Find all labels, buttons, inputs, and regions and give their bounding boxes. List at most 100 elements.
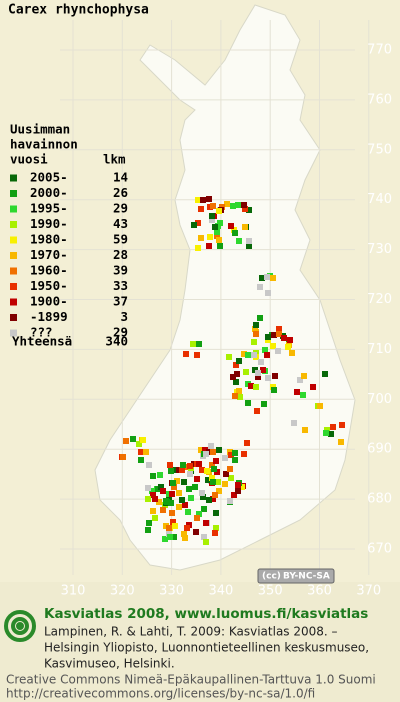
observation [271, 332, 277, 338]
y-axis-label: 770 [367, 43, 392, 58]
observation [194, 515, 200, 521]
observation [254, 408, 260, 414]
observation [179, 467, 185, 473]
observation [216, 208, 222, 214]
observation [200, 197, 206, 203]
observation [143, 449, 149, 455]
legend-label: 1960- [30, 263, 68, 278]
legend-count: 39 [113, 263, 128, 278]
observation [136, 441, 142, 447]
observation [188, 495, 194, 501]
observation [242, 224, 248, 230]
observation [169, 491, 175, 497]
observation [204, 468, 210, 474]
observation [213, 525, 219, 531]
legend-label: 2000- [30, 185, 68, 200]
observation [160, 488, 166, 494]
observation [253, 331, 259, 337]
observation [287, 337, 293, 343]
observation [209, 462, 215, 468]
legend-count: 43 [113, 216, 128, 231]
observation [171, 484, 177, 490]
legend-label: 1970- [30, 247, 68, 262]
observation [145, 485, 151, 491]
observation [205, 477, 211, 483]
observation [203, 451, 209, 457]
observation [255, 374, 261, 380]
observation [209, 217, 215, 223]
observation [301, 373, 307, 379]
x-axis-label: 330 [159, 584, 184, 599]
observation [291, 420, 297, 426]
observation [206, 497, 212, 503]
observation [289, 350, 295, 356]
observation [216, 237, 222, 243]
observation [244, 440, 250, 446]
observation [180, 462, 186, 468]
observation [207, 234, 213, 240]
legend-swatch [10, 329, 17, 337]
observation [196, 341, 202, 347]
observation [213, 510, 219, 516]
observation [206, 196, 212, 202]
observation [182, 535, 188, 541]
legend-count: 26 [113, 185, 128, 200]
observation [208, 443, 214, 449]
observation [216, 488, 222, 494]
observation [228, 223, 234, 229]
citation: Kasvimuseo, Helsinki. [44, 657, 175, 671]
observation [150, 492, 156, 498]
observation [281, 335, 287, 341]
observation [167, 534, 173, 540]
observation [120, 454, 126, 460]
observation [185, 509, 191, 515]
observation [164, 499, 170, 505]
observation [168, 468, 174, 474]
observation [253, 384, 259, 390]
observation [138, 457, 144, 463]
observation [162, 536, 168, 542]
observation [222, 455, 228, 461]
license-badge-bg [257, 568, 335, 584]
observation [339, 422, 345, 428]
y-axis-label: 760 [367, 92, 392, 107]
observation [186, 486, 192, 492]
observation [257, 284, 263, 290]
observation [199, 490, 205, 496]
legend-label: 1995- [30, 201, 68, 216]
observation [174, 478, 180, 484]
legend-swatch [10, 205, 17, 213]
observation [231, 492, 237, 498]
observation [169, 510, 175, 516]
observation [187, 471, 193, 477]
observation [193, 529, 199, 535]
observation [233, 362, 239, 368]
observation [214, 229, 220, 235]
observation [200, 494, 206, 500]
observation [187, 463, 193, 469]
observation [232, 393, 238, 399]
observation [248, 383, 254, 389]
observation [338, 439, 344, 445]
legend-swatch [10, 267, 17, 275]
observation [170, 519, 176, 525]
observation [210, 203, 216, 209]
observation [236, 388, 242, 394]
observation [130, 436, 136, 442]
observation [241, 202, 247, 208]
legend-swatch [10, 236, 17, 244]
observation [198, 235, 204, 241]
observation [201, 506, 207, 512]
observation [236, 358, 242, 364]
observation [157, 472, 163, 478]
observation [265, 375, 271, 381]
observation [251, 352, 257, 358]
total: 340 [105, 334, 128, 349]
legend-swatch [10, 252, 17, 259]
y-axis-label: 720 [367, 292, 392, 307]
observation [228, 475, 234, 481]
observation [285, 344, 291, 350]
legend-label: -1899 [30, 309, 68, 324]
observation [245, 352, 251, 358]
cc-mark: (cc) [262, 572, 281, 582]
